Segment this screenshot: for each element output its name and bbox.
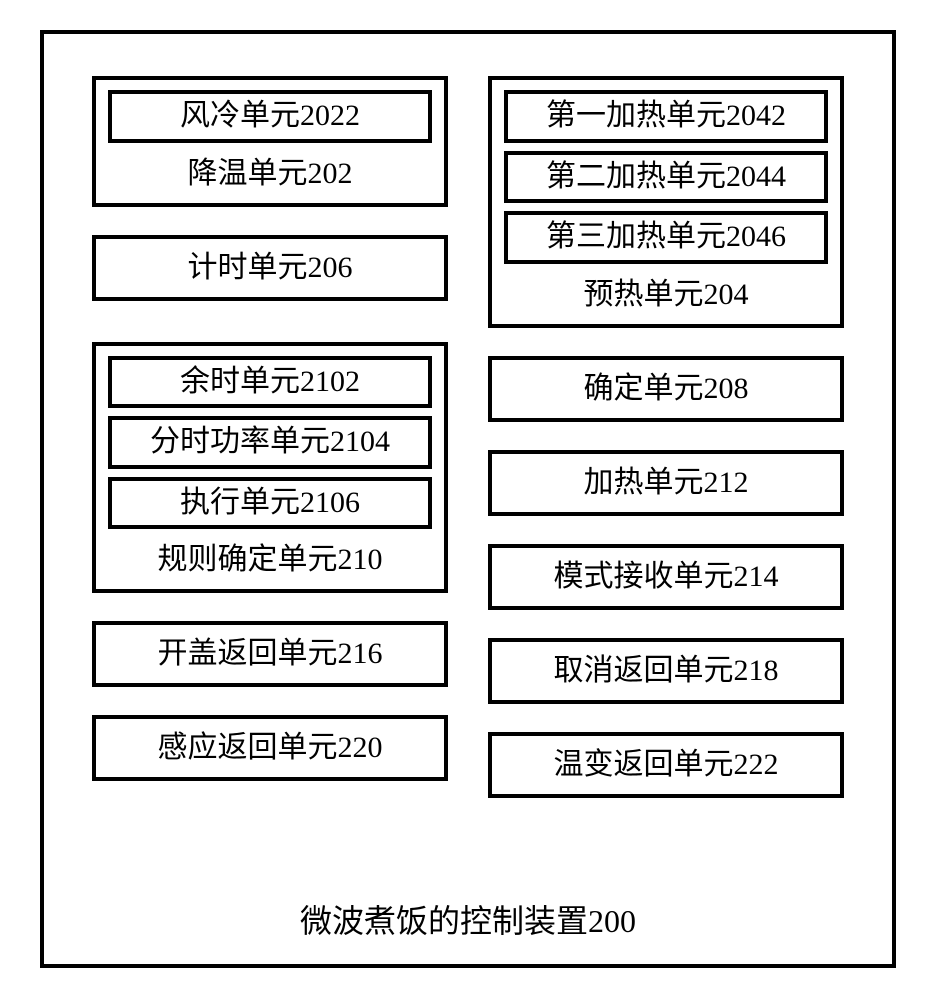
timer-module: 计时单元206 bbox=[92, 235, 448, 301]
sense-return-module: 感应返回单元220 bbox=[92, 715, 448, 781]
left-column: 风冷单元2022 降温单元202 计时单元206 余时单元2102 分时功率单元… bbox=[92, 76, 448, 826]
cancel-return-module: 取消返回单元218 bbox=[488, 638, 844, 704]
execute-subunit: 执行单元2106 bbox=[108, 477, 432, 530]
preheat-module: 第一加热单元2042 第二加热单元2044 第三加热单元2046 预热单元204 bbox=[488, 76, 844, 328]
cooling-module-label: 降温单元202 bbox=[188, 153, 353, 195]
layout-spacer bbox=[92, 329, 448, 342]
preheat-module-label: 预热单元204 bbox=[584, 274, 749, 316]
first-heating-subunit: 第一加热单元2042 bbox=[504, 90, 828, 143]
right-column: 第一加热单元2042 第二加热单元2044 第三加热单元2046 预热单元204… bbox=[488, 76, 844, 826]
second-heating-subunit: 第二加热单元2044 bbox=[504, 151, 828, 204]
rule-module-label: 规则确定单元210 bbox=[158, 539, 383, 581]
heating-module: 加热单元212 bbox=[488, 450, 844, 516]
rule-determine-module: 余时单元2102 分时功率单元2104 执行单元2106 规则确定单元210 bbox=[92, 342, 448, 594]
diagram-outer-frame: 风冷单元2022 降温单元202 计时单元206 余时单元2102 分时功率单元… bbox=[40, 30, 896, 968]
air-cooling-subunit: 风冷单元2022 bbox=[108, 90, 432, 143]
cooling-module: 风冷单元2022 降温单元202 bbox=[92, 76, 448, 207]
time-power-subunit: 分时功率单元2104 bbox=[108, 416, 432, 469]
temp-change-return-module: 温变返回单元222 bbox=[488, 732, 844, 798]
columns-wrapper: 风冷单元2022 降温单元202 计时单元206 余时单元2102 分时功率单元… bbox=[44, 34, 892, 826]
remaining-time-subunit: 余时单元2102 bbox=[108, 356, 432, 409]
diagram-title: 微波煮饭的控制装置200 bbox=[44, 896, 892, 942]
mode-receive-module: 模式接收单元214 bbox=[488, 544, 844, 610]
lid-open-return-module: 开盖返回单元216 bbox=[92, 621, 448, 687]
third-heating-subunit: 第三加热单元2046 bbox=[504, 211, 828, 264]
confirm-module: 确定单元208 bbox=[488, 356, 844, 422]
